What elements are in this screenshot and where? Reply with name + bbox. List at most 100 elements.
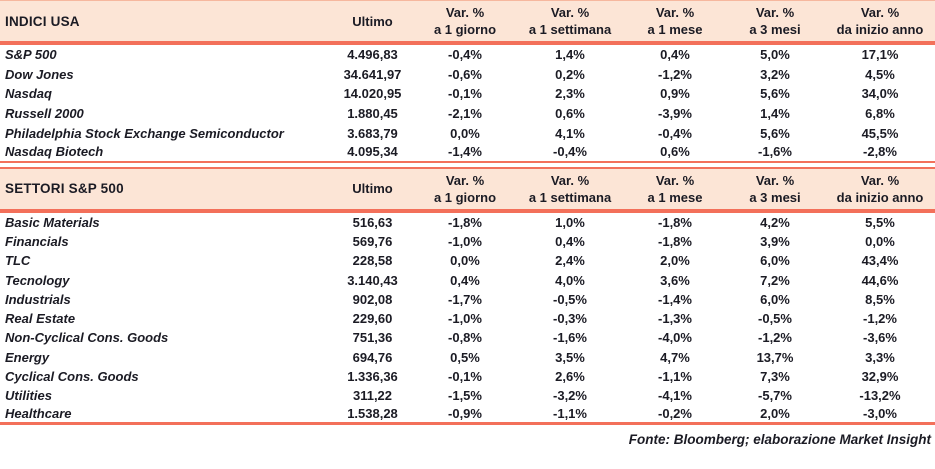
- cell-value: -0,5%: [553, 291, 587, 307]
- column-header-var-pct: Var. %: [725, 1, 825, 21]
- row-label: Russell 2000: [5, 106, 84, 122]
- row-label: Real Estate: [5, 311, 76, 327]
- cell-value: 44,6%: [861, 272, 899, 288]
- cell-value: -1,8%: [658, 234, 692, 249]
- cell-value: 229,60: [352, 311, 393, 327]
- header-row-top: INDICI USA Ultimo Var. % Var. % Var. % Var. %…: [0, 1, 935, 41]
- double-rule: [0, 208, 935, 213]
- table-row: Utilities 311,22 -1,5% -3,2% -4,1% -5,7% -13,2…: [0, 386, 935, 405]
- cell-value: -0,5%: [758, 311, 792, 327]
- column-header-period: a 3 mesi: [725, 21, 825, 41]
- cell-value: 6,0%: [760, 291, 790, 307]
- cell-value: -2,8%: [825, 143, 935, 163]
- row-label: Cyclical Cons. Goods: [5, 369, 139, 385]
- cell-value: 13,7%: [756, 349, 794, 365]
- column-header-period: a 3 mesi: [725, 188, 825, 209]
- table-row: TLC 228,58 0,0% 2,4% 2,0% 6,0% 43,4%: [0, 251, 935, 270]
- table-row: Philadelphia Stock Exchange Semiconducto…: [0, 123, 935, 143]
- cell-value: -1,2%: [758, 330, 792, 346]
- cell-value: 0,4%: [660, 47, 690, 63]
- double-rule: [0, 41, 935, 45]
- row-label: Basic Materials: [5, 214, 100, 230]
- table-row: Real Estate 229,60 -1,0% -0,3% -1,3% -0,5% -1,…: [0, 309, 935, 328]
- row-label: Non-Cyclical Cons. Goods: [5, 330, 169, 346]
- cell-value: -5,7%: [758, 388, 792, 404]
- cell-value: -3,0%: [825, 406, 935, 425]
- cell-value: -0,3%: [553, 311, 587, 327]
- cell-value: -1,4%: [658, 291, 692, 307]
- cell-value: -1,1%: [515, 406, 625, 425]
- cell-value: 0,6%: [555, 106, 585, 122]
- cell-value: 4,2%: [760, 214, 790, 230]
- cell-value: -3,9%: [658, 106, 692, 122]
- cell-value: 4,7%: [660, 349, 690, 365]
- cell-value: 3,3%: [865, 349, 895, 365]
- cell-value: 3,5%: [555, 349, 585, 365]
- cell-value: -3,2%: [553, 388, 587, 404]
- column-header-var-pct: Var. %: [515, 168, 625, 189]
- cell-value: 0,0%: [450, 125, 480, 141]
- table-row: Tecnology 3.140,43 0,4% 4,0% 3,6% 7,2% 44,6%: [0, 270, 935, 289]
- cell-value: 7,3%: [760, 369, 790, 385]
- column-header-var-pct: Var. %: [415, 1, 515, 21]
- column-header-var-pct: Var. %: [825, 168, 935, 189]
- cell-value: -4,0%: [658, 330, 692, 346]
- column-header-var-pct: Var. %: [415, 168, 515, 189]
- cell-value: 3,6%: [660, 272, 690, 288]
- cell-value: 5,6%: [760, 86, 790, 102]
- cell-value: 14.020,95: [343, 86, 402, 102]
- row-label: Financials: [5, 234, 69, 249]
- column-header-var-pct: Var. %: [725, 168, 825, 189]
- column-header-period: a 1 settimana: [515, 188, 625, 209]
- cell-value: 32,9%: [861, 369, 899, 385]
- cell-value: 0,0%: [450, 253, 480, 269]
- cell-value: 3.683,79: [347, 125, 398, 141]
- table-row: Nasdaq Biotech 4.095,34 -1,4% -0,4% 0,6% -1,6…: [0, 143, 935, 163]
- column-header-var-pct: Var. %: [515, 1, 625, 21]
- cell-value: 751,36: [352, 330, 393, 346]
- cell-value: 2,3%: [555, 86, 585, 102]
- cell-value: 6,0%: [760, 253, 790, 269]
- column-header-ultimo: Ultimo: [330, 1, 415, 41]
- cell-value: -1,4%: [415, 143, 515, 163]
- cell-value: 17,1%: [861, 47, 899, 63]
- cell-value: 4.095,34: [330, 143, 415, 163]
- cell-value: 4.496,83: [347, 47, 398, 63]
- cell-value: -1,1%: [658, 369, 692, 385]
- cell-value: 43,4%: [861, 253, 899, 269]
- cell-value: 3,9%: [760, 234, 790, 249]
- header-row-bottom: a 1 giorno a 1 settimana a 1 mese a 3 mesi d…: [0, 188, 935, 209]
- cell-value: -0,4%: [448, 47, 482, 63]
- cell-value: -2,1%: [448, 106, 482, 122]
- column-header-period: a 1 giorno: [415, 21, 515, 41]
- cell-value: 569,76: [352, 234, 393, 249]
- cell-value: 7,2%: [760, 272, 790, 288]
- cell-value: 0,6%: [625, 143, 725, 163]
- cell-value: -1,6%: [553, 330, 587, 346]
- cell-value: 5,5%: [865, 214, 895, 230]
- row-label: Energy: [5, 349, 50, 365]
- cell-value: 3.140,43: [347, 272, 398, 288]
- cell-value: 516,63: [352, 214, 393, 230]
- cell-value: 2,0%: [725, 406, 825, 425]
- table-row: Russell 2000 1.880,45 -2,1% 0,6% -3,9% 1,4% 6,…: [0, 104, 935, 124]
- row-label: TLC: [5, 253, 31, 269]
- table-indici-usa: INDICI USA Ultimo Var. % Var. % Var. % Var. %…: [0, 0, 935, 163]
- cell-value: -1,8%: [658, 214, 692, 230]
- table-row: Non-Cyclical Cons. Goods 751,36 -0,8% -1,6%…: [0, 328, 935, 347]
- cell-value: 0,9%: [660, 86, 690, 102]
- cell-value: 6,8%: [865, 106, 895, 122]
- table-row: Basic Materials 516,63 -1,8% 1,0% -1,8% 4,2% 5…: [0, 213, 935, 232]
- cell-value: 0,0%: [865, 234, 895, 249]
- row-label: Tecnology: [5, 272, 70, 288]
- section-title-settori-sp500: SETTORI S&P 500: [0, 168, 330, 209]
- cell-value: -3,6%: [863, 330, 897, 346]
- cell-value: 0,2%: [555, 66, 585, 82]
- table-row: Energy 694,76 0,5% 3,5% 4,7% 13,7% 3,3%: [0, 348, 935, 367]
- column-header-period: a 1 mese: [625, 188, 725, 209]
- cell-value: -0,6%: [448, 66, 482, 82]
- table-row: Healthcare 1.538,28 -0,9% -1,1% -0,2% 2,0% -3,…: [0, 406, 935, 425]
- cell-value: 228,58: [352, 253, 393, 269]
- row-label: Nasdaq: [5, 86, 52, 102]
